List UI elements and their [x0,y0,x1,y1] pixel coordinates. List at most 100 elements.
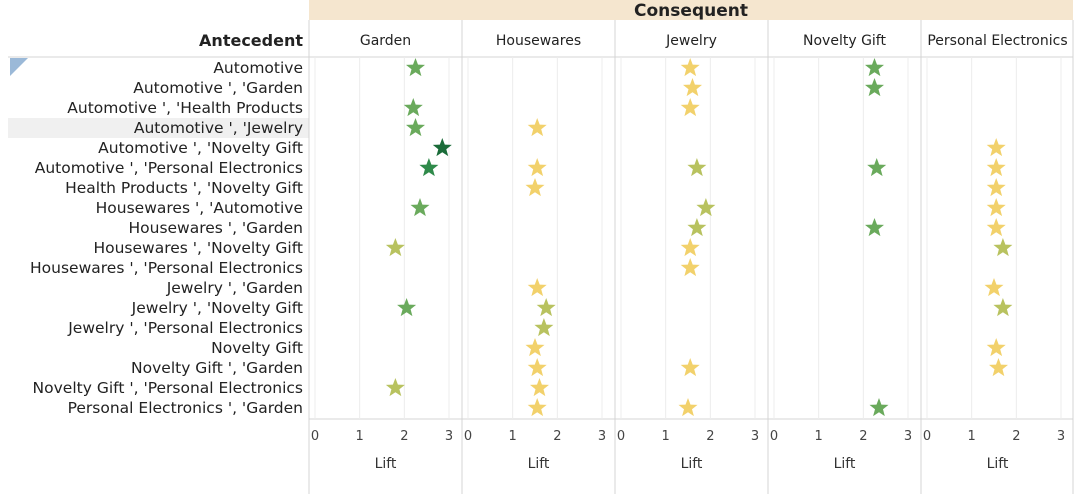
x-tick-label: 2 [1012,429,1020,444]
star-mark [865,78,884,97]
star-marks [385,58,1013,417]
star-mark [403,98,423,117]
star-mark [385,238,405,257]
star-mark [678,398,698,417]
x-tick-label: 2 [553,429,561,444]
star-mark [867,158,887,177]
x-tick-label: 0 [311,429,319,444]
star-mark [986,178,1006,197]
consequent-title: Consequent [634,1,748,21]
star-mark [687,218,707,237]
x-tick-label: 2 [706,429,714,444]
star-mark [385,378,405,397]
row-label: Housewares ', 'Garden [128,219,303,237]
star-mark [687,158,707,177]
row-label: Housewares ', 'Automotive [96,199,303,217]
star-mark [527,398,547,417]
x-tick-label: 1 [815,429,823,444]
star-mark [984,278,1004,297]
x-tick-label: 3 [445,429,453,444]
x-tick-label: 3 [1057,429,1065,444]
star-mark [527,358,547,377]
row-label: Automotive ', 'Health Products [67,99,303,117]
antecedent-title: Antecedent [199,31,303,50]
star-mark [406,58,425,77]
x-tick-label: 0 [617,429,625,444]
star-mark [536,298,556,317]
column-headers: Garden Housewares Jewelry Novelty Gift Perso… [360,33,1068,49]
star-mark [525,338,545,357]
star-mark [680,98,700,117]
row-label: Automotive ', 'Novelty Gift [98,139,303,157]
star-mark [410,198,430,217]
star-mark [986,158,1006,177]
grid-layer [8,20,1074,494]
star-mark [680,258,700,277]
star-mark [865,58,884,77]
star-mark [865,218,884,237]
row-label: Housewares ', 'Personal Electronics [30,259,303,277]
row-labels: Automotive Automotive ', 'Garden Automotiv… [30,59,303,417]
star-mark [986,218,1006,237]
x-axis-title: Lift [681,456,703,472]
row-label: Novelty Gift ', 'Personal Electronics [33,379,303,397]
x-axes: 0 1 2 3 Lift 0 1 2 3 Lift 0 1 2 3 Lift 0 1 2 3 Lift 0 1 2 3 Lift [311,429,1065,472]
column-header-housewares: Housewares [496,33,581,49]
column-header-jewelry: Jewelry [665,33,717,49]
column-header-personal-electronics: Personal Electronics [927,33,1067,49]
star-mark [406,118,425,137]
consequent-header-band [309,0,1073,20]
star-mark [432,138,452,157]
x-tick-label: 2 [400,429,408,444]
star-mark [869,398,889,417]
x-tick-label: 0 [923,429,931,444]
row-label: Automotive ', 'Garden [133,79,303,97]
row-label: Automotive [213,59,303,77]
x-axis-title: Lift [528,456,550,472]
star-mark [989,358,1008,377]
x-tick-label: 1 [356,429,364,444]
row-label: Novelty Gift ', 'Garden [131,359,303,377]
x-tick-label: 0 [464,429,472,444]
star-mark [696,198,716,217]
row-label: Personal Electronics ', 'Garden [68,399,303,417]
x-tick-label: 0 [770,429,778,444]
row-label: Housewares ', 'Novelty Gift [93,239,303,257]
star-mark [993,298,1013,317]
row-label: Automotive ', 'Personal Electronics [35,159,303,177]
x-tick-label: 2 [859,429,867,444]
row-label: Novelty Gift [211,339,303,357]
column-header-novelty-gift: Novelty Gift [803,33,886,49]
star-mark [534,318,554,337]
star-mark [680,58,700,77]
x-tick-label: 3 [598,429,606,444]
highlighted-row [8,118,309,138]
column-header-garden: Garden [360,33,411,49]
star-mark [683,78,702,97]
star-mark [530,378,549,397]
x-tick-label: 1 [968,429,976,444]
x-axis-title: Lift [987,456,1009,472]
row-label: Automotive ', 'Jewelry [134,119,303,137]
star-mark [397,298,417,317]
x-tick-label: 1 [509,429,517,444]
star-mark [986,338,1006,357]
star-mark [680,238,700,257]
x-axis-title: Lift [834,456,856,472]
row-label: Jewelry ', 'Garden [166,279,303,297]
star-mark [993,238,1013,257]
star-mark [527,158,547,177]
row-label: Jewelry ', 'Novelty Gift [131,299,303,317]
x-tick-label: 3 [751,429,759,444]
x-tick-label: 3 [904,429,912,444]
star-mark [986,138,1006,157]
row-label: Health Products ', 'Novelty Gift [65,179,303,197]
corner-marker-icon [10,58,28,76]
x-tick-label: 1 [662,429,670,444]
star-mark [525,178,545,197]
star-mark [527,118,547,137]
star-mark [986,198,1006,217]
x-axis-title: Lift [375,456,397,472]
star-mark [680,358,700,377]
